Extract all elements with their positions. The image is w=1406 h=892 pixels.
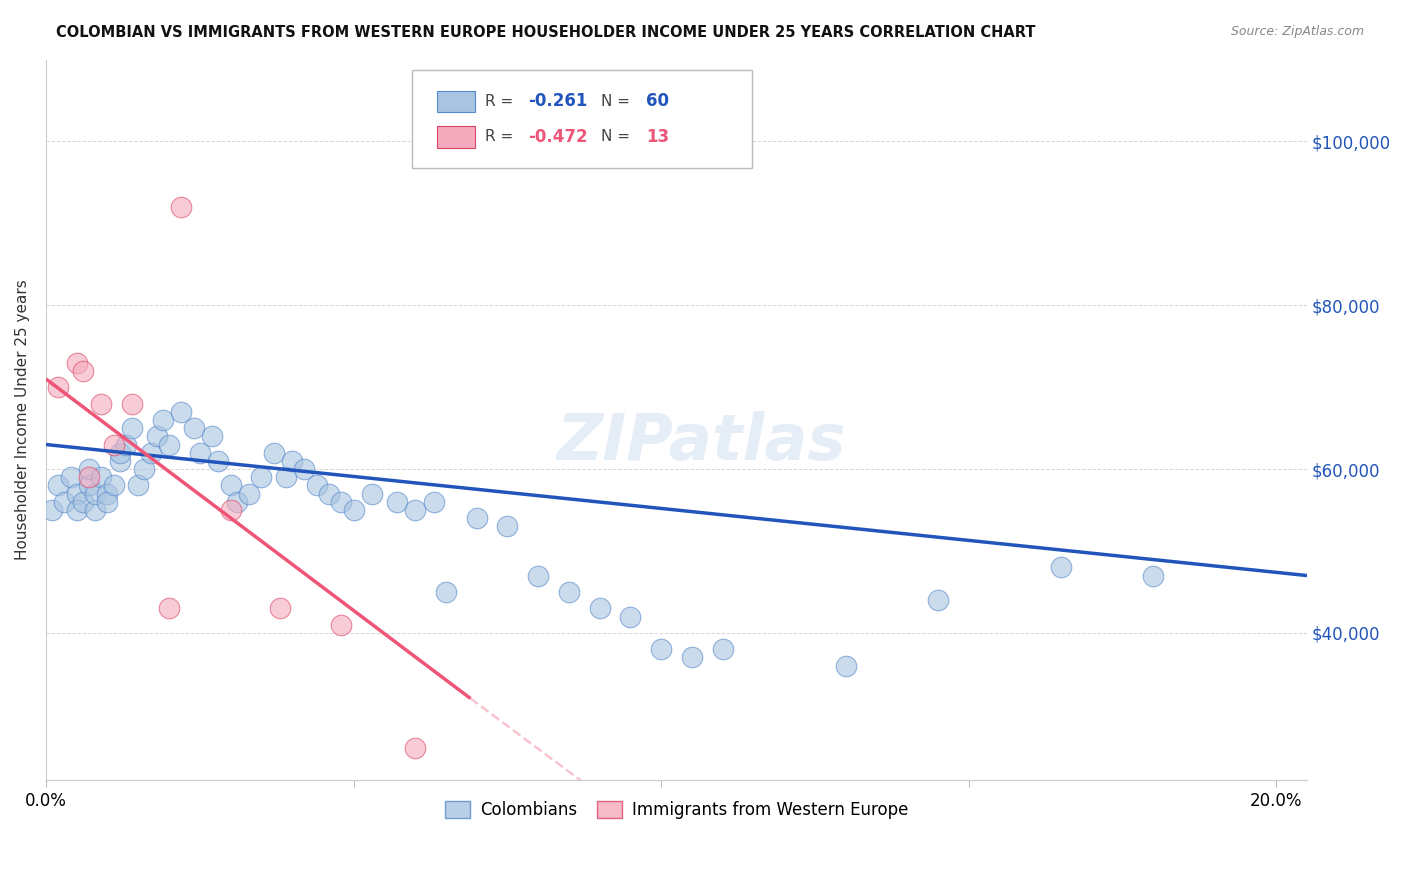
Point — [183, 421, 205, 435]
Y-axis label: Householder Income Under 25 years: Householder Income Under 25 years — [15, 279, 30, 560]
Point — [157, 601, 180, 615]
Point — [588, 601, 610, 615]
Point — [41, 503, 63, 517]
Point — [96, 495, 118, 509]
Point — [330, 617, 353, 632]
Point — [834, 658, 856, 673]
Text: R =: R = — [485, 94, 517, 109]
Point — [84, 503, 107, 517]
Text: 13: 13 — [647, 128, 669, 145]
Point — [84, 486, 107, 500]
Point — [225, 495, 247, 509]
Point — [90, 396, 112, 410]
Point — [139, 446, 162, 460]
Point — [170, 405, 193, 419]
Point — [90, 470, 112, 484]
FancyBboxPatch shape — [437, 126, 475, 147]
FancyBboxPatch shape — [412, 70, 752, 168]
Point — [361, 486, 384, 500]
Point — [66, 356, 89, 370]
Point — [201, 429, 224, 443]
Text: R =: R = — [485, 129, 517, 145]
Point — [281, 454, 304, 468]
Point — [263, 446, 285, 460]
Point — [72, 364, 94, 378]
Point — [404, 503, 426, 517]
Point — [207, 454, 229, 468]
Point — [422, 495, 444, 509]
Point — [188, 446, 211, 460]
Point — [66, 486, 89, 500]
Point — [1050, 560, 1073, 574]
Point — [127, 478, 149, 492]
Point — [121, 396, 143, 410]
Point — [219, 478, 242, 492]
Point — [527, 568, 550, 582]
Point — [96, 486, 118, 500]
Point — [53, 495, 76, 509]
Point — [269, 601, 291, 615]
Point — [46, 380, 69, 394]
Point — [711, 642, 734, 657]
Point — [404, 740, 426, 755]
Point — [681, 650, 703, 665]
Point — [330, 495, 353, 509]
Point — [59, 470, 82, 484]
Point — [77, 470, 100, 484]
Point — [650, 642, 672, 657]
Point — [103, 478, 125, 492]
Point — [496, 519, 519, 533]
Point — [305, 478, 328, 492]
Point — [434, 585, 457, 599]
Point — [465, 511, 488, 525]
Point — [115, 437, 138, 451]
Text: Source: ZipAtlas.com: Source: ZipAtlas.com — [1230, 25, 1364, 38]
Point — [108, 446, 131, 460]
Point — [77, 478, 100, 492]
Point — [170, 200, 193, 214]
Point — [46, 478, 69, 492]
Point — [619, 609, 641, 624]
Point — [103, 437, 125, 451]
Text: 60: 60 — [647, 93, 669, 111]
Legend: Colombians, Immigrants from Western Europe: Colombians, Immigrants from Western Euro… — [439, 795, 915, 826]
Point — [77, 462, 100, 476]
Point — [145, 429, 167, 443]
Point — [274, 470, 297, 484]
Point — [134, 462, 156, 476]
Point — [152, 413, 174, 427]
Point — [108, 454, 131, 468]
Text: ZIPatlas: ZIPatlas — [557, 410, 846, 473]
Point — [121, 421, 143, 435]
Text: N =: N = — [600, 94, 634, 109]
Point — [1142, 568, 1164, 582]
Point — [157, 437, 180, 451]
Point — [292, 462, 315, 476]
Point — [385, 495, 408, 509]
Point — [927, 593, 949, 607]
Text: N =: N = — [600, 129, 634, 145]
Text: -0.472: -0.472 — [527, 128, 588, 145]
Point — [72, 495, 94, 509]
Point — [238, 486, 260, 500]
Point — [558, 585, 581, 599]
FancyBboxPatch shape — [437, 91, 475, 112]
Text: COLOMBIAN VS IMMIGRANTS FROM WESTERN EUROPE HOUSEHOLDER INCOME UNDER 25 YEARS CO: COLOMBIAN VS IMMIGRANTS FROM WESTERN EUR… — [56, 25, 1036, 40]
Point — [318, 486, 340, 500]
Point — [250, 470, 273, 484]
Point — [219, 503, 242, 517]
Text: -0.261: -0.261 — [527, 93, 588, 111]
Point — [342, 503, 364, 517]
Point — [66, 503, 89, 517]
